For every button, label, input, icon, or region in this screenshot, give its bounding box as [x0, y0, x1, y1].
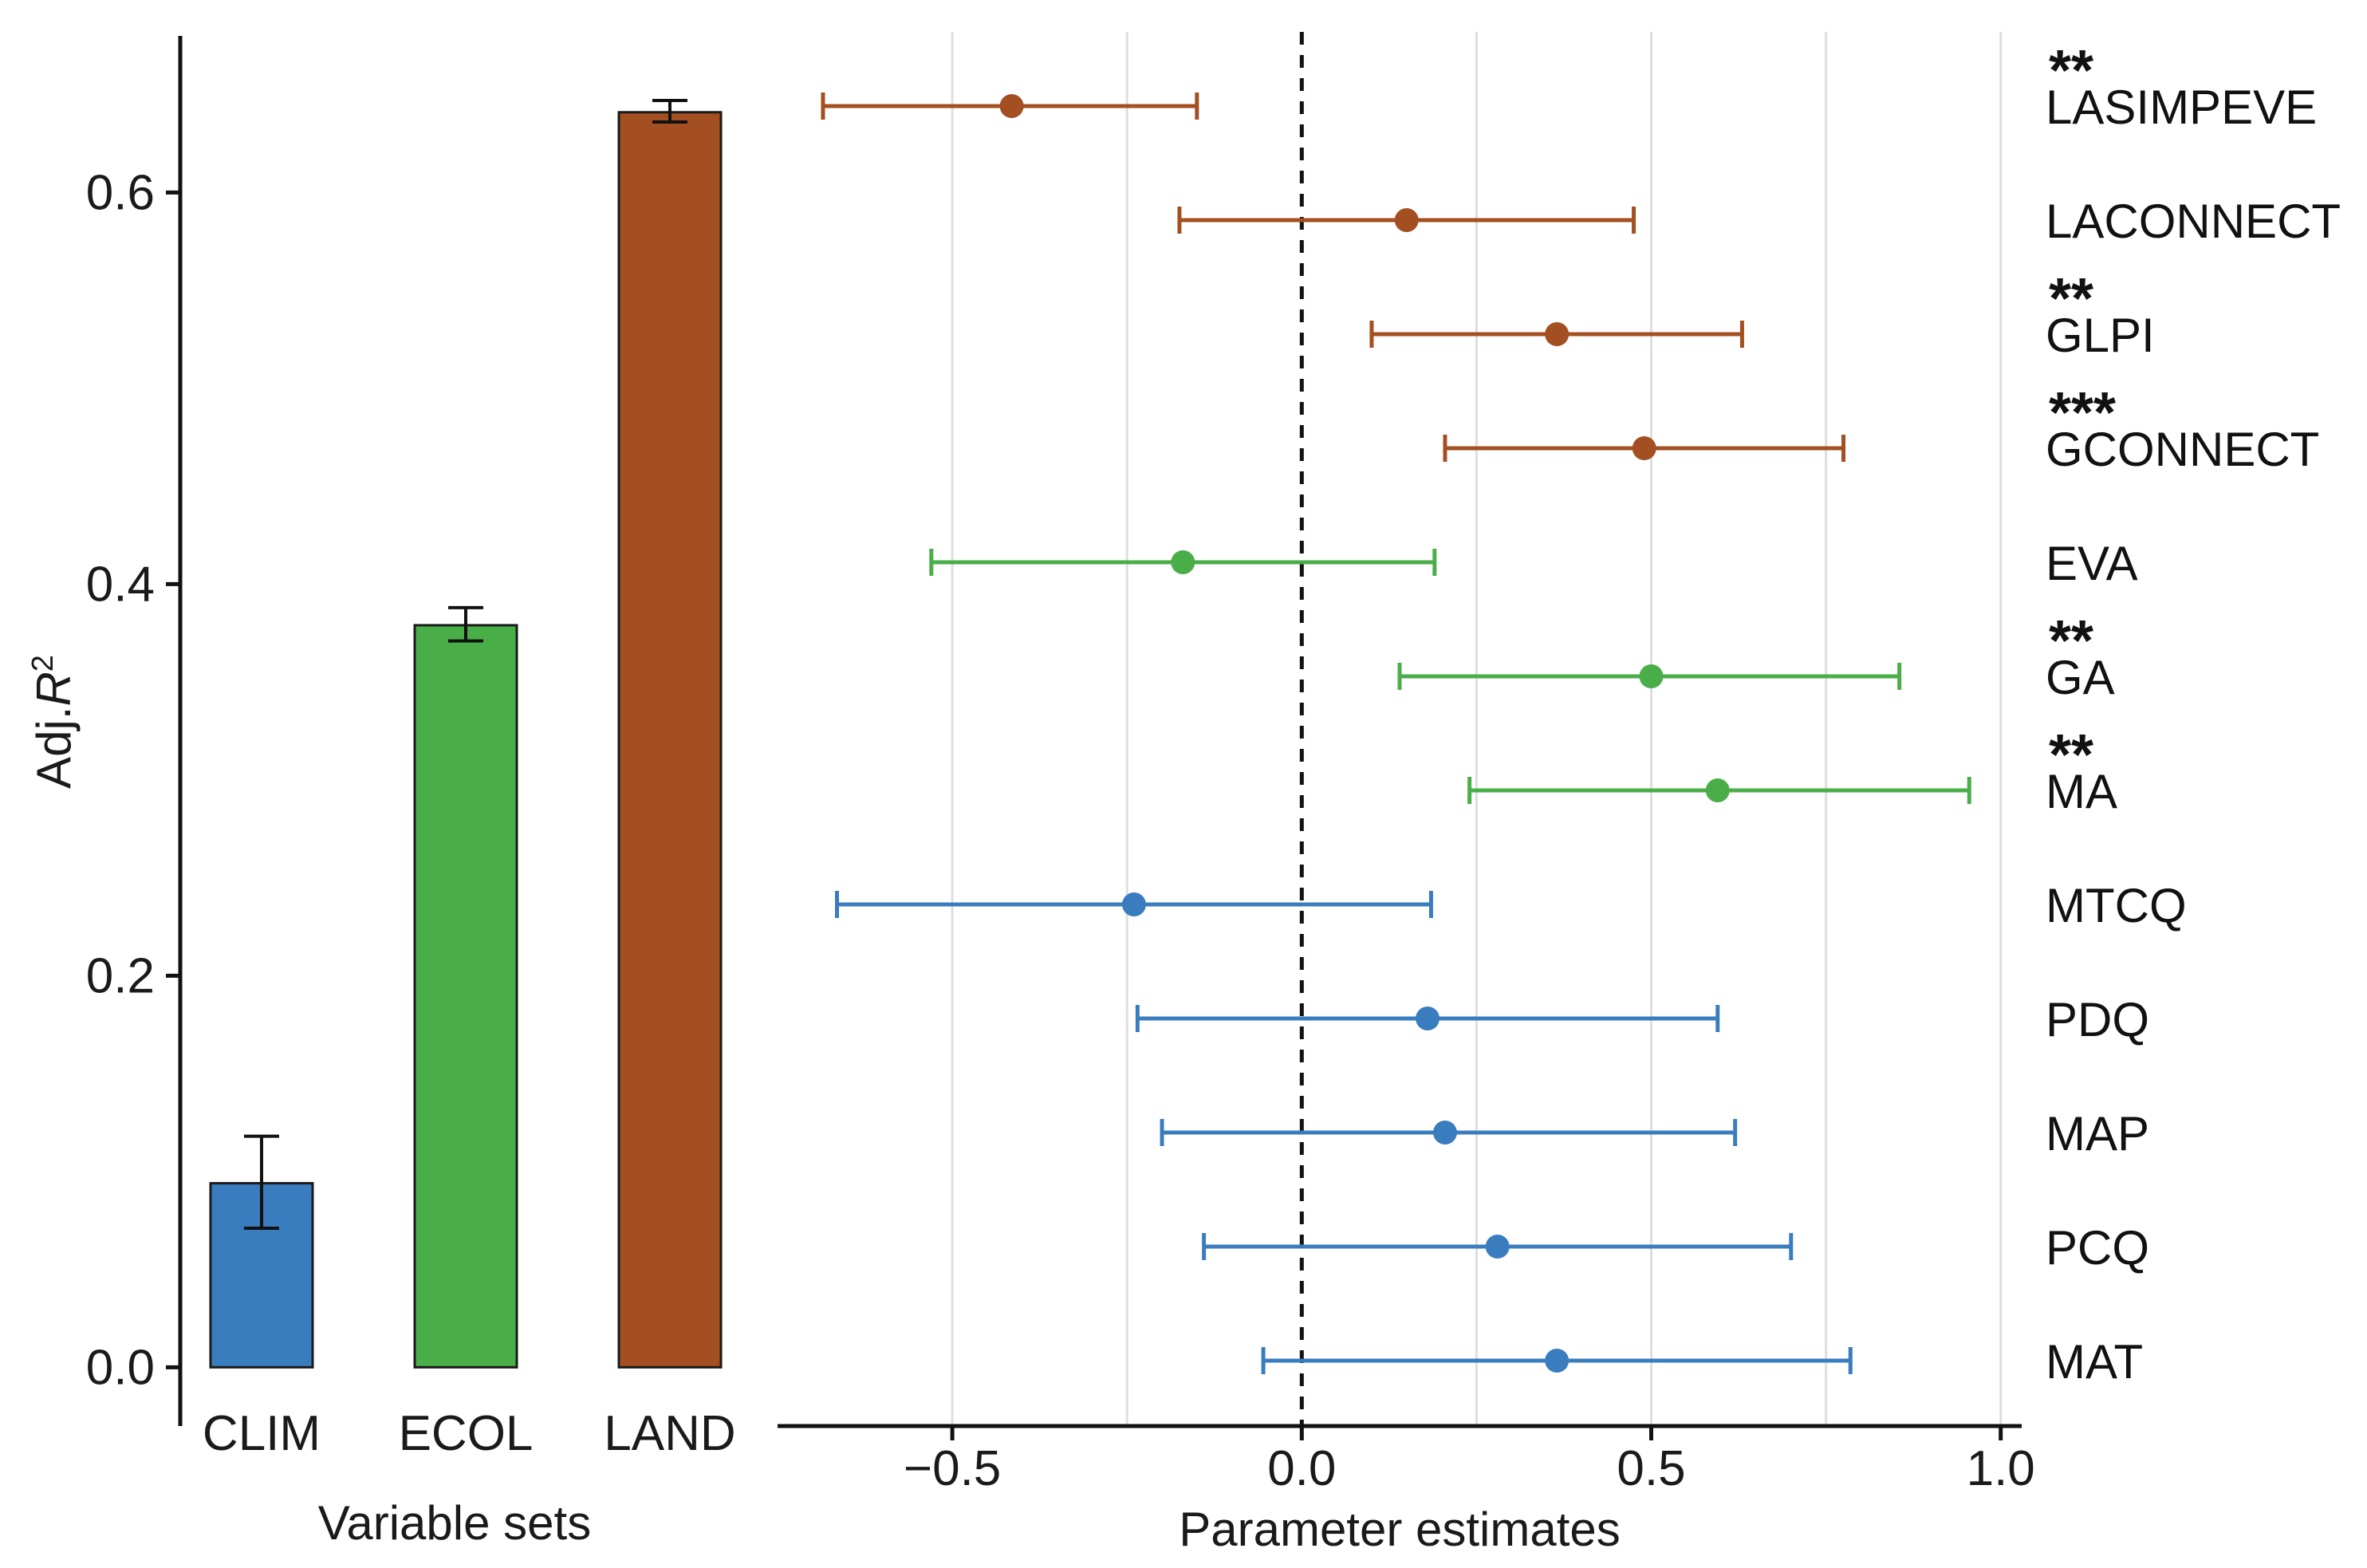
- bar-x-tick-label: LAND: [604, 1406, 735, 1461]
- bar-y-ticks: 0.0 0.2 0.4 0.6: [86, 165, 180, 1395]
- bar-x-tick-label: CLIM: [203, 1406, 321, 1461]
- bar-x-tick-label: ECOL: [399, 1406, 534, 1461]
- forest-estimate-point: [1705, 778, 1730, 802]
- forest-variable-label: GA: [2046, 651, 2115, 704]
- forest-row-laconnect: [1177, 207, 1636, 234]
- forest-row-lasimpeve: [821, 93, 1199, 120]
- forest-row-ga: [1397, 663, 1902, 690]
- forest-row-glpi: [1369, 321, 1744, 348]
- bar-y-tick-label: 0.4: [86, 557, 155, 612]
- bar-ecol: [413, 624, 518, 1369]
- forest-variable-label: EVA: [2046, 537, 2138, 590]
- forest-estimate-point: [1416, 1007, 1440, 1030]
- significance-marker: **: [2049, 609, 2093, 673]
- bar-x-axis-title: Variable sets: [318, 1496, 591, 1550]
- forest-estimate-point: [1632, 436, 1656, 460]
- forest-variable-label: PCQ: [2046, 1221, 2149, 1274]
- forest-variable-label: LACONNECT: [2046, 195, 2341, 248]
- forest-variable-labels: LASIMPEVE**LACONNECTGLPI**GCONNECT***EVA…: [2046, 39, 2341, 1389]
- forest-estimate-point: [1545, 322, 1569, 346]
- forest-row-pdq: [1135, 1005, 1720, 1032]
- forest-estimate-point: [999, 94, 1024, 118]
- forest-x-tick-label: −0.5: [904, 1441, 1001, 1496]
- forest-row-pcq: [1202, 1233, 1794, 1260]
- forest-gridlines: [951, 32, 2003, 1426]
- bar-y-tick-label: 0.6: [86, 165, 155, 220]
- forest-variable-label: MAP: [2046, 1107, 2149, 1160]
- bar-land: [617, 111, 723, 1369]
- forest-estimate-point: [1432, 1121, 1457, 1144]
- forest-x-axis-title: Parameter estimates: [1179, 1503, 1621, 1556]
- forest-row-eva: [929, 549, 1437, 576]
- significance-marker: **: [2049, 39, 2093, 103]
- bar-y-axis-title-prefix: Adj.: [27, 707, 81, 789]
- bar-y-axis-title-superscript: 2: [26, 655, 60, 672]
- forest-row-mat: [1261, 1347, 1853, 1374]
- bar-y-tick-label: 0.0: [86, 1340, 155, 1395]
- forest-x-tick-label: 1.0: [1967, 1441, 2035, 1496]
- bar-y-axis-title-variable: R: [27, 672, 81, 706]
- forest-variable-label: GLPI: [2046, 309, 2155, 362]
- forest-variable-label: MA: [2046, 765, 2117, 818]
- significance-marker: ***: [2049, 381, 2116, 445]
- forest-variable-label: MAT: [2046, 1335, 2143, 1389]
- forest-variable-label: MTCQ: [2046, 879, 2187, 932]
- forest-variable-label: GCONNECT: [2046, 423, 2319, 476]
- forest-estimate-point: [1171, 550, 1195, 574]
- bar-y-tick-label: 0.2: [86, 948, 155, 1003]
- bar-marks: [209, 99, 723, 1369]
- forest-row-ma: [1467, 777, 1971, 804]
- forest-estimate-point: [1394, 208, 1419, 232]
- forest-x-tick-label: 0.5: [1617, 1441, 1685, 1496]
- forest-variable-label: LASIMPEVE: [2046, 81, 2317, 134]
- forest-plot-panel: −0.5 0.0 0.5 1.0 LASIMPEVE**LACONNECTGLPI**…: [778, 32, 2341, 1556]
- forest-variable-label: PDQ: [2046, 993, 2149, 1046]
- forest-estimate-point: [1485, 1235, 1510, 1259]
- forest-row-gconnect: [1443, 435, 1846, 462]
- bar-chart-panel: 0.0 0.2 0.4 0.6 CLIM ECOL LAND Adj.R2 Variabl…: [26, 36, 736, 1550]
- bar-x-tick-labels: CLIM ECOL LAND: [203, 1406, 736, 1461]
- forest-estimate-point: [1639, 664, 1664, 688]
- forest-estimates: [821, 93, 1971, 1374]
- forest-x-ticks: −0.5 0.0 0.5 1.0: [904, 1426, 2035, 1496]
- forest-estimate-point: [1545, 1349, 1569, 1373]
- forest-row-map: [1160, 1119, 1738, 1146]
- bar-y-axis-title: Adj.R2: [26, 655, 81, 789]
- significance-marker: **: [2049, 723, 2093, 787]
- forest-row-mtcq: [834, 891, 1433, 918]
- forest-x-tick-label: 0.0: [1267, 1441, 1336, 1496]
- forest-estimate-point: [1121, 892, 1146, 916]
- significance-marker: **: [2049, 267, 2093, 331]
